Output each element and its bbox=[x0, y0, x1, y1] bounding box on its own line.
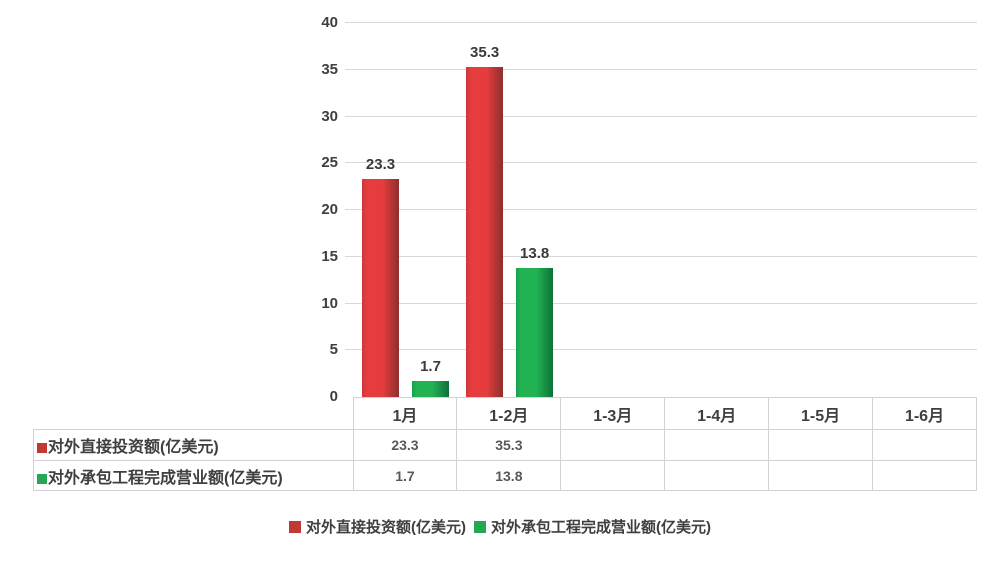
y-axis-tick-label: 15 bbox=[321, 247, 338, 265]
gridline bbox=[345, 115, 977, 117]
table-series-label: 对外承包工程完成营业额(亿美元) bbox=[33, 460, 354, 491]
bar-series-1 bbox=[362, 179, 399, 397]
table-category-header: 1-2月 bbox=[456, 397, 562, 430]
category-group: 23.3 1.7 bbox=[352, 23, 456, 397]
legend-label: 对外直接投资额(亿美元) bbox=[306, 519, 466, 536]
data-label: 23.3 bbox=[365, 156, 396, 174]
y-axis-tick-label: 30 bbox=[321, 107, 338, 125]
category-group bbox=[560, 23, 664, 397]
y-axis-tick-label: 5 bbox=[329, 341, 338, 359]
bar-series-2 bbox=[516, 267, 554, 397]
y-axis-tick-label: 10 bbox=[321, 294, 338, 312]
table-value-cell bbox=[664, 460, 770, 491]
data-label: 35.3 bbox=[470, 43, 500, 61]
legend-item: 对外直接投资额(亿美元) bbox=[289, 516, 466, 537]
legend: 对外直接投资额(亿美元) 对外承包工程完成营业额(亿美元) bbox=[0, 516, 1000, 537]
legend-item: 对外承包工程完成营业额(亿美元) bbox=[474, 516, 711, 537]
series-key-swatch bbox=[37, 473, 47, 484]
table-value-cell: 1.7 bbox=[352, 460, 458, 491]
table-value-cell bbox=[768, 460, 874, 491]
table-value-cell bbox=[768, 429, 874, 461]
table-value-cell bbox=[872, 460, 977, 491]
category-group bbox=[665, 23, 769, 397]
gridline bbox=[345, 22, 977, 23]
category-group bbox=[769, 23, 873, 397]
gridline bbox=[345, 349, 977, 351]
y-axis-tick-label: 25 bbox=[321, 154, 338, 172]
data-label: 13.8 bbox=[520, 244, 550, 262]
table-series-row: 对外承包工程完成营业额(亿美元) 1.7 13.8 bbox=[33, 460, 977, 491]
table-value-cell: 23.3 bbox=[352, 429, 458, 461]
table-value-cell: 35.3 bbox=[456, 429, 562, 461]
table-value-cell bbox=[560, 460, 666, 491]
gridline bbox=[345, 255, 977, 257]
table-value-cell bbox=[664, 429, 770, 461]
y-axis-tick-label: 35 bbox=[321, 60, 338, 78]
table-category-header: 1-5月 bbox=[768, 397, 874, 430]
legend-swatch bbox=[474, 520, 486, 533]
y-axis-tick-label: 0 bbox=[329, 388, 338, 405]
y-axis-tick-label: 20 bbox=[321, 201, 338, 218]
table-series-label: 对外直接投资额(亿美元) bbox=[33, 429, 354, 461]
bar-series-1 bbox=[466, 66, 504, 397]
y-axis: 0 5 10 15 20 25 30 35 40 bbox=[0, 14, 342, 405]
table-category-header: 1-4月 bbox=[664, 397, 770, 430]
table-category-header: 1-3月 bbox=[560, 397, 666, 430]
data-label: 1.7 bbox=[420, 358, 441, 376]
gridline bbox=[345, 68, 977, 70]
table-header-row: 1月 1-2月 1-3月 1-4月 1-5月 1-6月 bbox=[34, 397, 977, 430]
table-category-header: 1月 bbox=[352, 397, 458, 430]
y-axis-tick-label: 40 bbox=[321, 14, 338, 31]
table-value-cell bbox=[872, 429, 977, 461]
plot-area: 23.3 1.7 35.3 13.8 bbox=[345, 22, 977, 397]
gridline bbox=[345, 209, 977, 210]
gridline bbox=[345, 162, 977, 164]
bar-series-2 bbox=[412, 381, 449, 397]
category-group: 35.3 13.8 bbox=[456, 23, 560, 397]
table-value-cell: 13.8 bbox=[456, 460, 562, 491]
data-table: 1月 1-2月 1-3月 1-4月 1-5月 1-6月 对外直接投资额(亿美元) 23.3 35… bbox=[33, 397, 977, 491]
gridlines bbox=[345, 22, 977, 397]
table-category-header: 1-6月 bbox=[872, 397, 977, 430]
table-value-cell bbox=[560, 429, 666, 461]
legend-label: 对外承包工程完成营业额(亿美元) bbox=[491, 519, 711, 536]
category-group bbox=[873, 23, 977, 397]
table-corner bbox=[34, 398, 354, 430]
gridline bbox=[345, 302, 977, 304]
table-series-row: 对外直接投资额(亿美元) 23.3 35.3 bbox=[33, 429, 977, 461]
series-key-swatch bbox=[37, 443, 47, 453]
legend-swatch bbox=[289, 520, 301, 533]
